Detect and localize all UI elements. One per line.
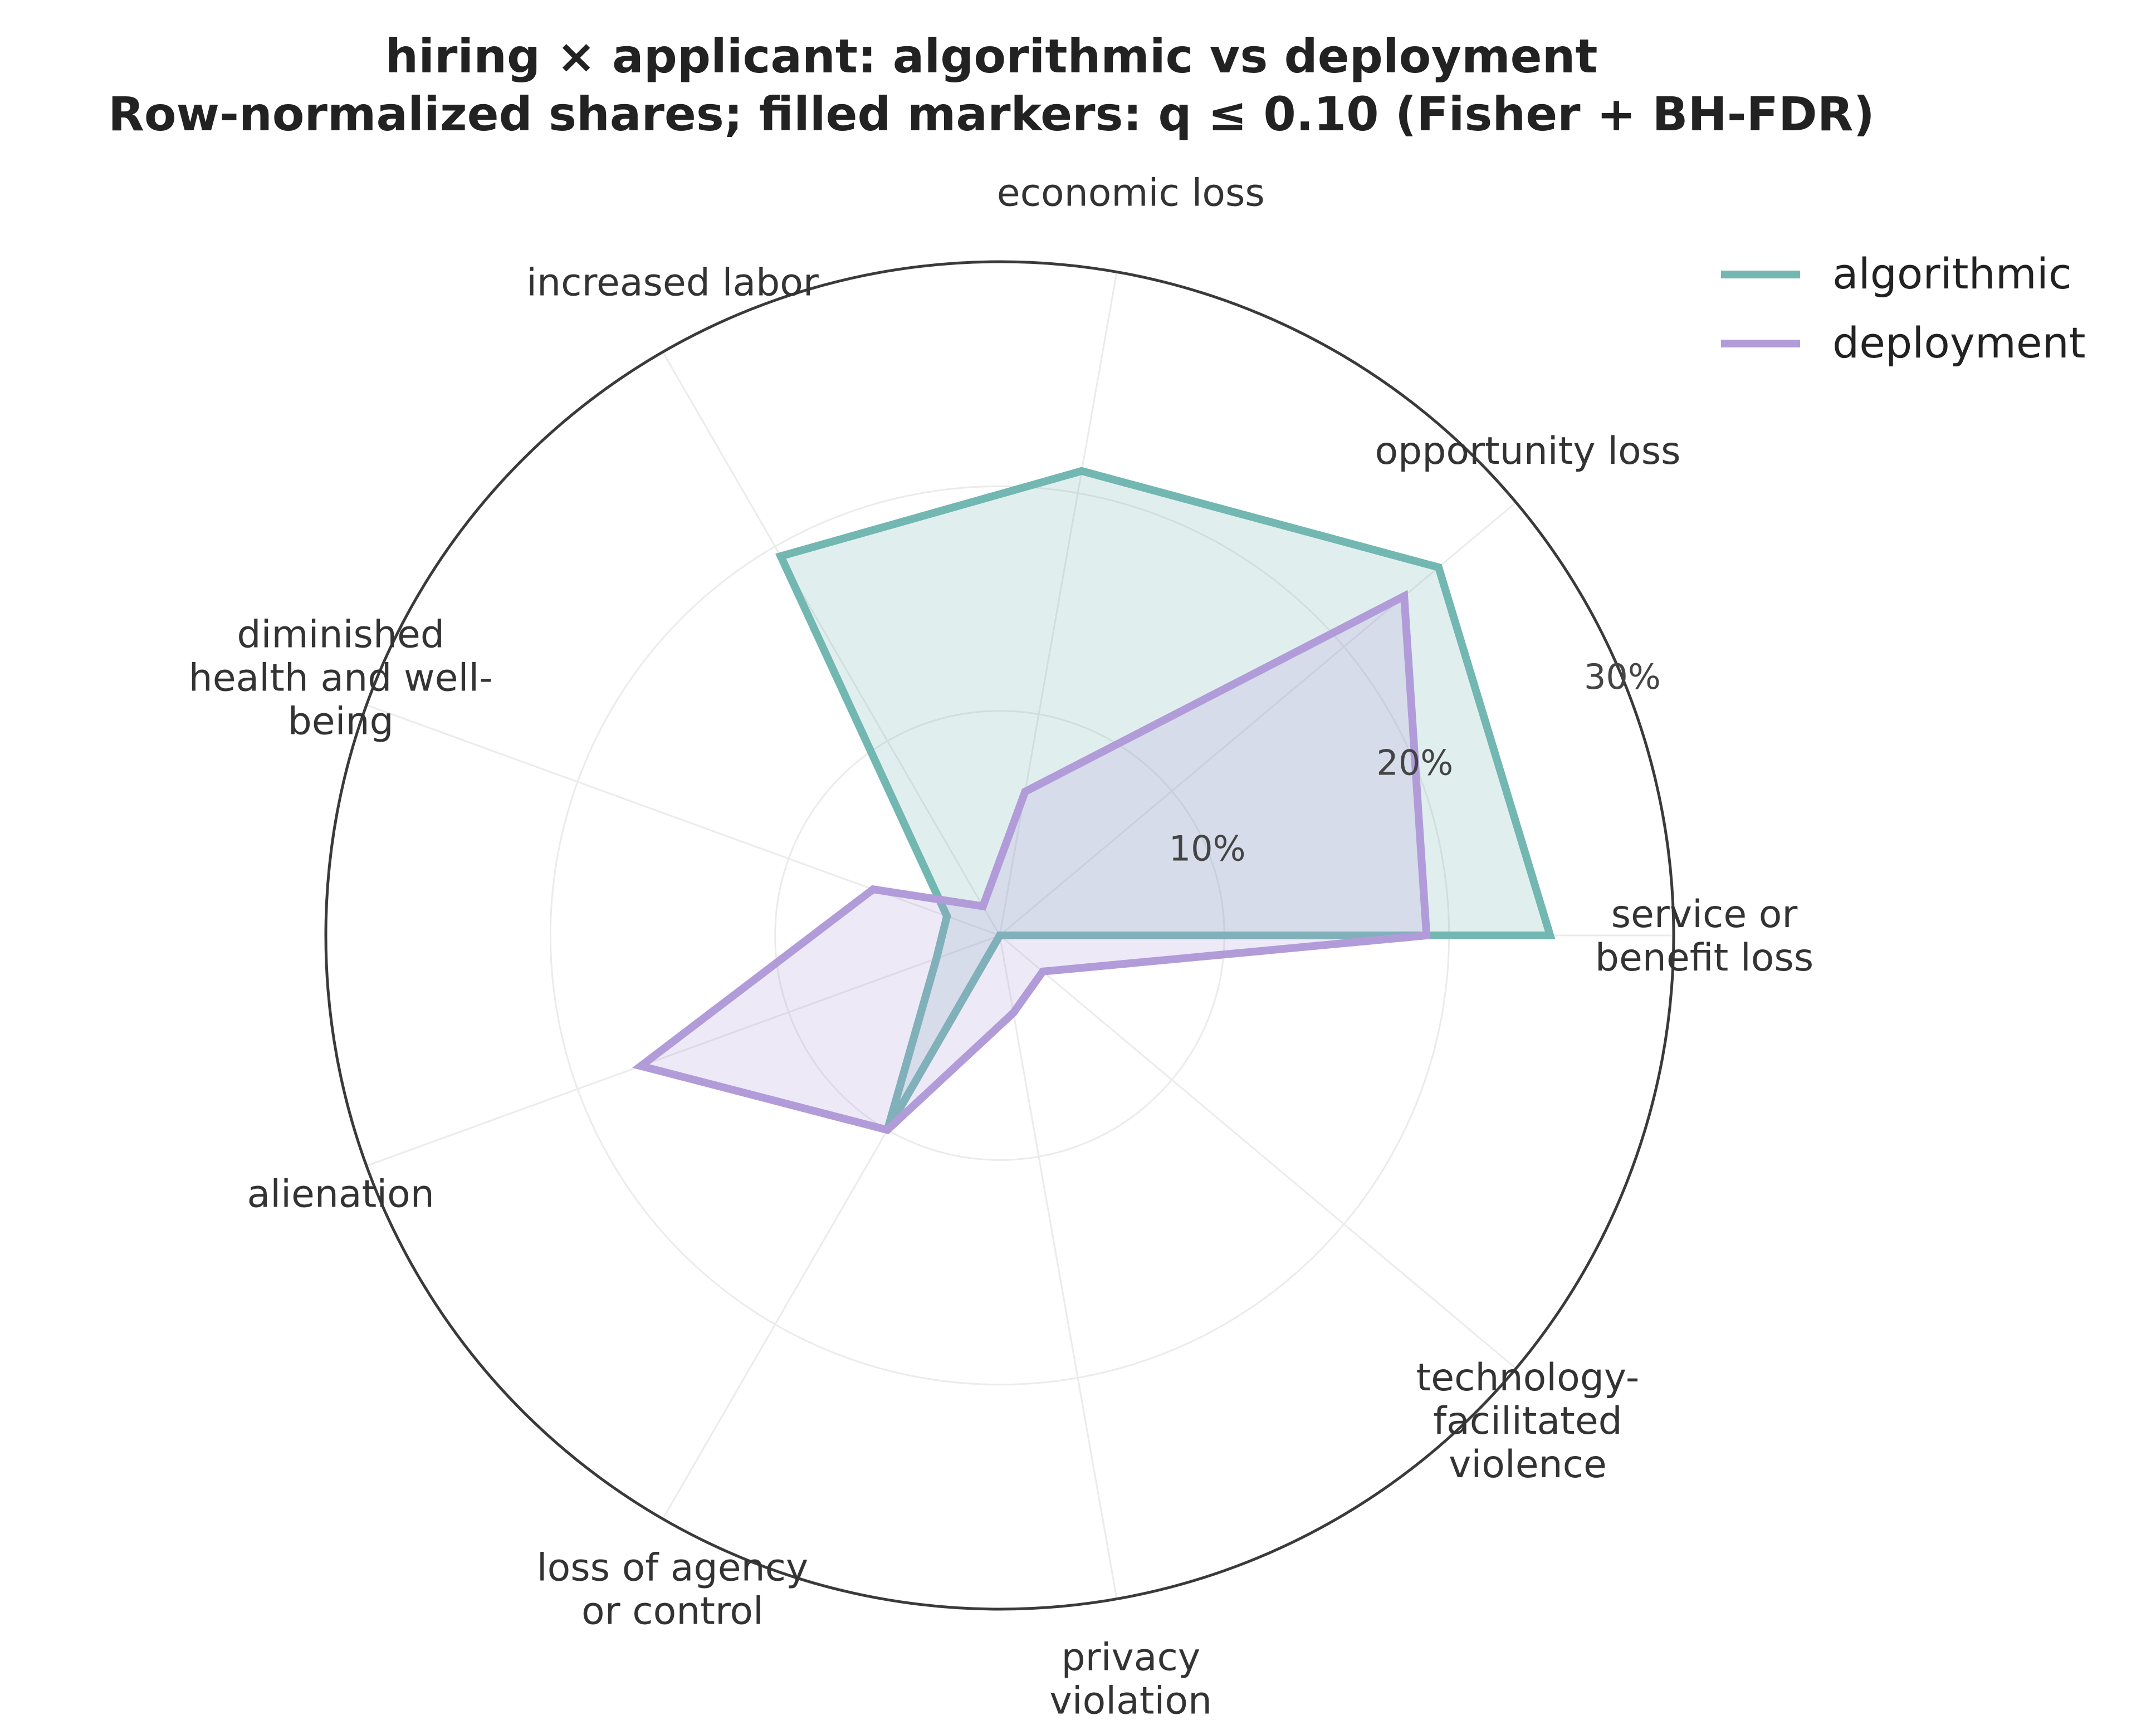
legend-label-algorithmic: algorithmic bbox=[1832, 249, 2072, 298]
spoke-3 bbox=[662, 351, 1001, 936]
outer-circle bbox=[324, 260, 1675, 1611]
category-label-1: opportunity loss bbox=[1375, 429, 1680, 473]
data-point-algorithmic-0 bbox=[1546, 932, 1554, 939]
category-label-8-line-1: facilitated bbox=[1433, 1399, 1622, 1443]
category-label-8-line-2: violence bbox=[1449, 1443, 1607, 1487]
category-label-4-line-1: health and well- bbox=[189, 656, 493, 700]
category-label-1-line-0: opportunity loss bbox=[1375, 429, 1680, 473]
category-label-6-line-0: loss of agency bbox=[537, 1546, 809, 1590]
category-label-8-line-0: technology- bbox=[1416, 1356, 1640, 1400]
category-label-5-line-0: alienation bbox=[247, 1172, 434, 1216]
data-point-deployment-5 bbox=[637, 1062, 645, 1070]
data-point-algorithmic-5 bbox=[932, 954, 941, 963]
spoke-7 bbox=[999, 935, 1118, 1599]
data-point-algorithmic-4 bbox=[943, 912, 951, 920]
category-label-7-line-1: violation bbox=[1050, 1679, 1213, 1723]
r-tick-label-30: 30% bbox=[1584, 656, 1661, 697]
category-label-4-line-0: diminished bbox=[237, 613, 444, 657]
category-label-0-line-1: benefit loss bbox=[1595, 936, 1813, 980]
r-tick-label-20: 20% bbox=[1376, 742, 1453, 783]
spoke-4 bbox=[366, 704, 1000, 937]
category-labels: service or benefit loss opportunity loss ec… bbox=[189, 171, 1814, 1723]
category-label-6: loss of agency or control bbox=[537, 1546, 809, 1634]
category-label-4-line-2: being bbox=[288, 700, 394, 744]
data-point-algorithmic-2 bbox=[1078, 467, 1086, 475]
r-tick-label-10: 10% bbox=[1169, 829, 1246, 869]
category-label-2: economic loss bbox=[997, 171, 1265, 215]
category-label-7: privacy violation bbox=[1050, 1635, 1213, 1723]
category-label-0-line-0: service or bbox=[1611, 893, 1798, 937]
data-point-deployment-8 bbox=[1039, 967, 1047, 976]
chart-title-line-2: Row-normalized shares; filled markers: q… bbox=[108, 87, 1875, 141]
data-point-deployment-6 bbox=[883, 1126, 892, 1134]
chart-title-line-1: hiring × applicant: algorithmic vs deplo… bbox=[385, 29, 1597, 84]
category-label-8: technology-facilitated violence bbox=[1416, 1356, 1640, 1487]
data-point-algorithmic-1 bbox=[1434, 563, 1443, 571]
spoke-8 bbox=[999, 934, 1517, 1369]
data-point-deployment-3 bbox=[979, 902, 987, 910]
category-label-4: diminished health and well-being bbox=[189, 613, 493, 744]
radial-tick-labels: 10% 20% 30% bbox=[1169, 656, 1661, 869]
legend-label-deployment: deployment bbox=[1832, 318, 2086, 367]
data-point-algorithmic-8 bbox=[996, 932, 1004, 939]
data-point-deployment-7 bbox=[1009, 1009, 1018, 1017]
category-label-2-line-0: economic loss bbox=[997, 171, 1265, 215]
category-label-3-line-0: increased labor bbox=[526, 261, 819, 305]
data-point-algorithmic-3 bbox=[776, 552, 785, 560]
angular-spokes bbox=[366, 272, 1674, 1599]
category-label-5: alienation bbox=[247, 1172, 434, 1216]
category-label-3: increased labor bbox=[526, 261, 819, 305]
outer-frame bbox=[324, 260, 1675, 1611]
data-point-deployment-0 bbox=[1422, 932, 1431, 939]
data-series bbox=[632, 467, 1556, 1135]
category-label-6-line-1: or control bbox=[581, 1590, 764, 1634]
spoke-2 bbox=[999, 272, 1118, 936]
data-point-deployment-2 bbox=[1021, 787, 1029, 796]
data-point-deployment-1 bbox=[1400, 592, 1409, 600]
category-label-7-line-0: privacy bbox=[1062, 1635, 1201, 1679]
series-fill-deployment bbox=[641, 596, 1427, 1130]
spoke-5 bbox=[366, 934, 1000, 1167]
series-fill-algorithmic bbox=[780, 470, 1551, 1130]
data-point-deployment-4 bbox=[869, 885, 877, 894]
series-line-deployment bbox=[632, 590, 1431, 1135]
spoke-1 bbox=[999, 502, 1517, 937]
category-label-0: service or benefit loss bbox=[1595, 893, 1813, 980]
legend: algorithmic deployment bbox=[1721, 249, 2086, 367]
